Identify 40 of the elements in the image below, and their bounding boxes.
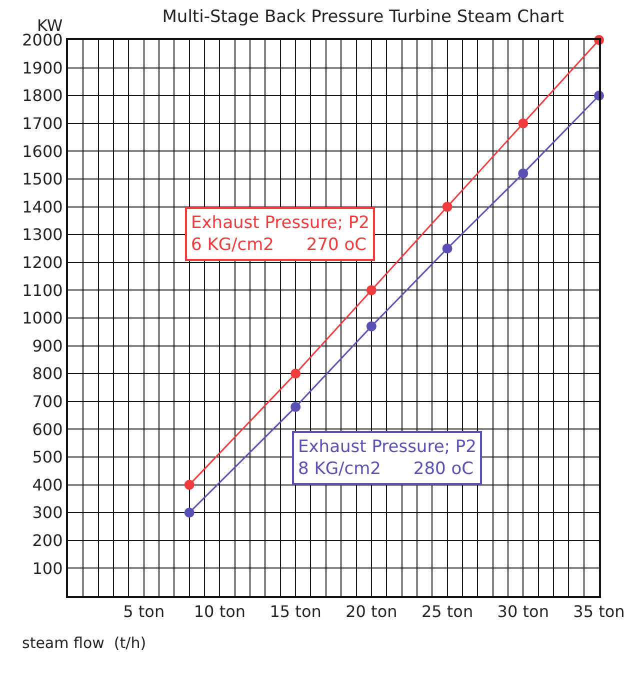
y-tick-label: 1600	[22, 142, 63, 161]
y-tick-label: 1500	[22, 170, 63, 189]
y-tick-label: 300	[32, 503, 63, 522]
point	[366, 285, 376, 296]
y-tick-label: 500	[32, 448, 63, 467]
point	[290, 402, 301, 412]
point	[442, 202, 452, 212]
point	[184, 480, 194, 490]
y-tick-label: 1200	[22, 253, 63, 272]
x-tick-label: 35 ton	[573, 602, 625, 622]
y-tick-label: 700	[32, 392, 63, 411]
point	[518, 168, 528, 178]
y-tick-label: 800	[32, 364, 63, 384]
y-tick-label: 1100	[22, 280, 63, 300]
x-tick-label: 20 ton	[346, 602, 398, 622]
point	[442, 244, 452, 254]
x-tick-label: 15 ton	[270, 602, 322, 622]
y-tick-label: 200	[32, 531, 63, 550]
point	[518, 118, 528, 128]
y-tick-label: 1300	[22, 225, 63, 244]
y-tick-label: 400	[32, 475, 63, 494]
series-label: Exhaust Pressure; P2 8 KG/cm2 280 oC	[298, 437, 476, 480]
y-tick-label: 600	[32, 420, 63, 439]
x-tick-label: 5 ton	[123, 602, 165, 622]
x-tick-label: 25 ton	[421, 602, 474, 622]
point	[366, 321, 376, 332]
series-label: Exhaust Pressure; P2 6 KG/cm2 270 oC	[191, 213, 370, 256]
chart-title: Multi-Stage Back Pressure Turbine Steam Chart	[162, 7, 564, 28]
point	[290, 368, 301, 379]
y-tick-label: 1400	[22, 197, 63, 216]
x-axis-title: steam flow (t/h)	[22, 634, 146, 652]
y-tick-label: 1900	[22, 58, 63, 78]
x-tick-label: 10 ton	[194, 602, 246, 622]
y-tick-label: 1000	[22, 308, 63, 328]
x-tick-label: 30 ton	[497, 602, 549, 622]
y-tick-label: 1700	[22, 114, 63, 133]
y-tick-label: 100	[32, 558, 63, 578]
y-tick-label: 1800	[22, 86, 63, 106]
point	[184, 508, 194, 518]
y-tick-label: 900	[32, 336, 63, 356]
